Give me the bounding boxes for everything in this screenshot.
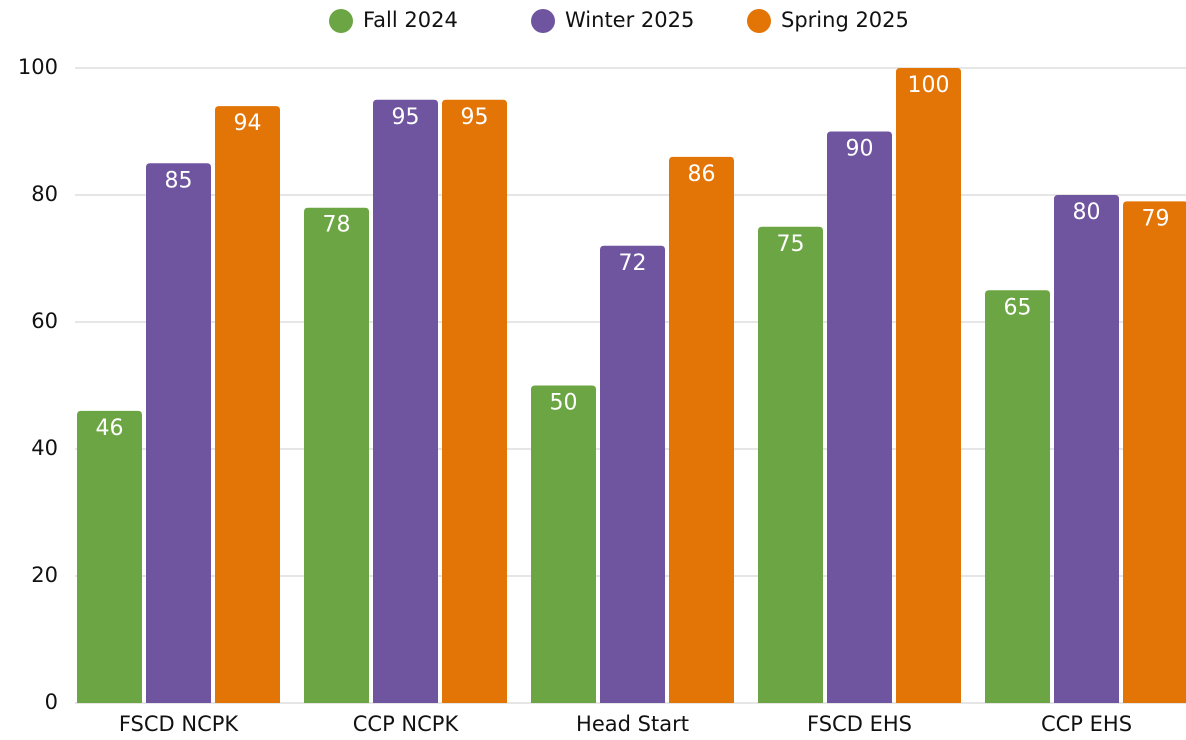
value-label: 90 bbox=[846, 137, 874, 162]
bar bbox=[669, 156, 734, 703]
value-label: 95 bbox=[461, 105, 489, 130]
value-label: 80 bbox=[1073, 200, 1101, 225]
bar bbox=[1054, 195, 1119, 703]
bar bbox=[985, 290, 1050, 703]
bar bbox=[442, 99, 507, 703]
bar bbox=[304, 207, 369, 703]
bar bbox=[215, 106, 280, 704]
x-tick-label: Head Start bbox=[576, 712, 689, 736]
value-label: 79 bbox=[1142, 206, 1170, 231]
legend-marker bbox=[531, 9, 555, 33]
y-tick-label: 60 bbox=[31, 309, 58, 333]
legend-label: Fall 2024 bbox=[363, 8, 458, 32]
value-label: 78 bbox=[323, 213, 351, 238]
x-tick-label: CCP EHS bbox=[1041, 712, 1132, 736]
bar bbox=[1123, 201, 1186, 703]
bar bbox=[373, 99, 438, 703]
y-tick-label: 100 bbox=[18, 55, 58, 79]
x-tick-label: CCP NCPK bbox=[353, 712, 460, 736]
value-label: 94 bbox=[234, 111, 262, 136]
value-label: 75 bbox=[777, 232, 805, 257]
x-tick-label: FSCD EHS bbox=[807, 712, 912, 736]
value-label: 86 bbox=[688, 162, 716, 187]
value-label: 95 bbox=[392, 105, 420, 130]
bar bbox=[600, 245, 665, 704]
bar bbox=[531, 385, 596, 703]
value-label: 65 bbox=[1004, 295, 1032, 320]
legend-marker bbox=[329, 9, 353, 33]
value-label: 72 bbox=[619, 251, 647, 276]
y-tick-label: 20 bbox=[31, 563, 58, 587]
y-tick-label: 0 bbox=[45, 690, 58, 714]
bar bbox=[827, 131, 892, 703]
x-tick-label: FSCD NCPK bbox=[119, 712, 240, 736]
value-label: 85 bbox=[165, 168, 193, 193]
value-label: 46 bbox=[96, 416, 124, 441]
bar bbox=[896, 68, 961, 703]
bar bbox=[77, 410, 142, 703]
bar bbox=[146, 163, 211, 703]
legend-marker bbox=[747, 9, 771, 33]
legend-label: Winter 2025 bbox=[565, 8, 694, 32]
y-tick-label: 40 bbox=[31, 436, 58, 460]
legend-label: Spring 2025 bbox=[781, 8, 909, 32]
value-label: 100 bbox=[908, 73, 950, 98]
bar bbox=[758, 226, 823, 703]
value-label: 50 bbox=[550, 391, 578, 416]
y-tick-label: 80 bbox=[31, 182, 58, 206]
